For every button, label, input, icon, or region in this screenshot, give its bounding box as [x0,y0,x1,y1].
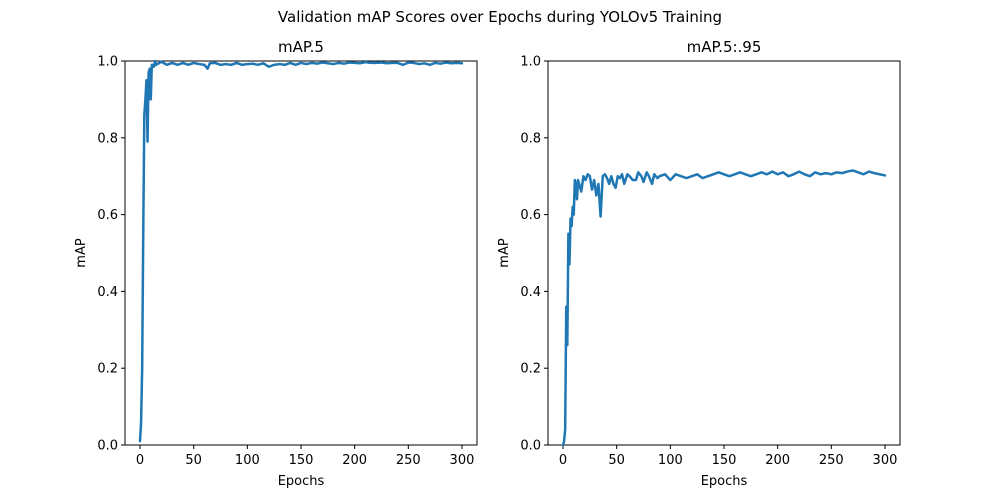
x-axis-label: Epochs [278,474,325,489]
x-tick-label: 250 [396,453,421,468]
y-tick-label: 0.6 [520,208,541,223]
x-tick-label: 0 [559,453,567,468]
x-tick-label: 50 [608,453,625,468]
y-tick-label: 0.2 [97,362,118,377]
y-tick-label: 0.2 [520,362,541,377]
y-tick-label: 0.8 [97,131,118,146]
y-ticks: 0.0 0.2 0.4 0.6 0.8 1.0 [97,55,125,454]
x-tick-label: 100 [658,453,683,468]
y-tick-label: 1.0 [520,55,541,70]
x-tick-label: 200 [765,453,790,468]
y-tick-label: 0.8 [520,131,541,146]
plot-frame [124,60,478,446]
series-group [138,59,464,443]
x-tick-label: 50 [185,453,202,468]
x-tick-label: 250 [819,453,844,468]
y-tick-label: 0.4 [520,285,541,300]
y-tick-label: 0.6 [97,208,118,223]
subplot-map50: mAP.5 Epochs mAP 0 50 100 150 200 250 300 0.00… [74,38,478,489]
y-tick-label: 0.0 [97,439,118,454]
x-tick-label: 200 [342,453,367,468]
x-tick-label: 0 [136,453,144,468]
series-group [561,169,887,447]
series-line [138,59,464,443]
plot-frame [547,60,901,446]
x-axis-label: Epochs [701,474,748,489]
x-tick-label: 150 [712,453,737,468]
x-tick-label: 150 [289,453,314,468]
y-tick-label: 1.0 [97,55,118,70]
x-ticks: 0 50 100 150 200 250 300 [136,445,475,468]
x-tick-label: 300 [450,453,475,468]
x-tick-label: 100 [235,453,260,468]
series-line [561,169,887,447]
y-tick-label: 0.4 [97,285,118,300]
y-ticks: 0.0 0.2 0.4 0.6 0.8 1.0 [520,55,548,454]
x-tick-label: 300 [873,453,898,468]
subplot-map50-95: mAP.5:.95 Epochs mAP 0 50 100 150 200 250 300 … [497,38,901,489]
y-axis-label: mAP [74,238,89,268]
y-axis-label: mAP [497,238,512,268]
subplot-title: mAP.5:.95 [687,38,762,56]
figure-title: Validation mAP Scores over Epochs during… [278,8,722,26]
y-tick-label: 0.0 [520,439,541,454]
subplot-title: mAP.5 [278,38,324,56]
x-ticks: 0 50 100 150 200 250 300 [559,445,898,468]
